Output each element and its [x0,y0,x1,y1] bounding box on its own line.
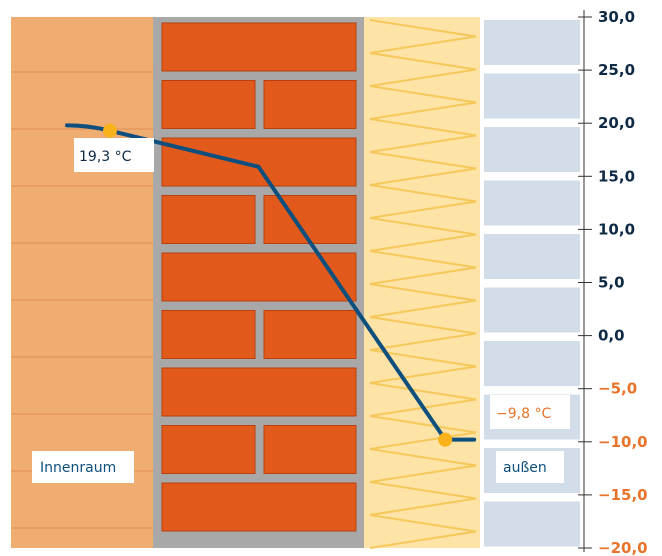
outside-label-box [496,451,564,483]
exterior-panel [484,180,580,226]
outside-temp-callout-box [490,395,570,429]
axis-tick-label: 30,0 [598,8,635,26]
brick [161,137,357,187]
exterior-panel [484,341,580,386]
brick [161,195,256,244]
outside-temp-label: −9,8 °C [496,406,551,422]
brick [263,195,357,244]
label-layer: 19,3 °C −9,8 °C Innenraum außen [32,138,570,483]
exterior-layer [484,20,580,547]
brick-wall-layer [153,17,364,548]
axis-tick-label: −5,0 [598,380,637,398]
insulation-layer [364,17,480,549]
axis-tick-label: 0,0 [598,327,625,345]
temperature-axis: 30,0 25,0 20,0 15,0 10,0 5,0 0,0 −5,0 −10,0 −15,0… [578,8,648,556]
inside-label-box [32,451,134,483]
exterior-panel [484,234,580,279]
exterior-panel [484,127,580,172]
inside-temp-callout-box [74,138,154,172]
inside-surface-point [103,123,117,138]
inside-temp-label: 19,3 °C [79,149,132,165]
brick [161,482,357,532]
axis-tick-label: 15,0 [598,167,635,185]
outside-surface-point [438,432,453,447]
axis-tick-label: −20,0 [598,539,648,556]
brick [263,310,357,359]
axis-tick-label: −10,0 [598,433,648,451]
brick [263,425,357,474]
exterior-panel [484,20,580,65]
outside-label: außen [503,460,547,476]
brick [161,425,256,474]
brick [263,80,357,129]
brick [161,22,357,72]
exterior-panel [484,287,580,333]
axis-tick-label: −15,0 [598,486,648,504]
brick [161,310,256,359]
exterior-panel [484,501,580,547]
axis-tick-label: 25,0 [598,61,635,79]
axis-tick-label: 5,0 [598,274,625,292]
brick [161,80,256,129]
inside-label: Innenraum [40,460,116,476]
temperature-curve [65,123,477,442]
brick [161,367,357,417]
temperature-curve-layer [65,123,477,447]
axis-tick-label: 20,0 [598,114,635,132]
exterior-panel [484,73,580,119]
insulation-zigzag [369,19,477,549]
axis-tick-label: 10,0 [598,220,635,238]
brick [161,252,357,302]
